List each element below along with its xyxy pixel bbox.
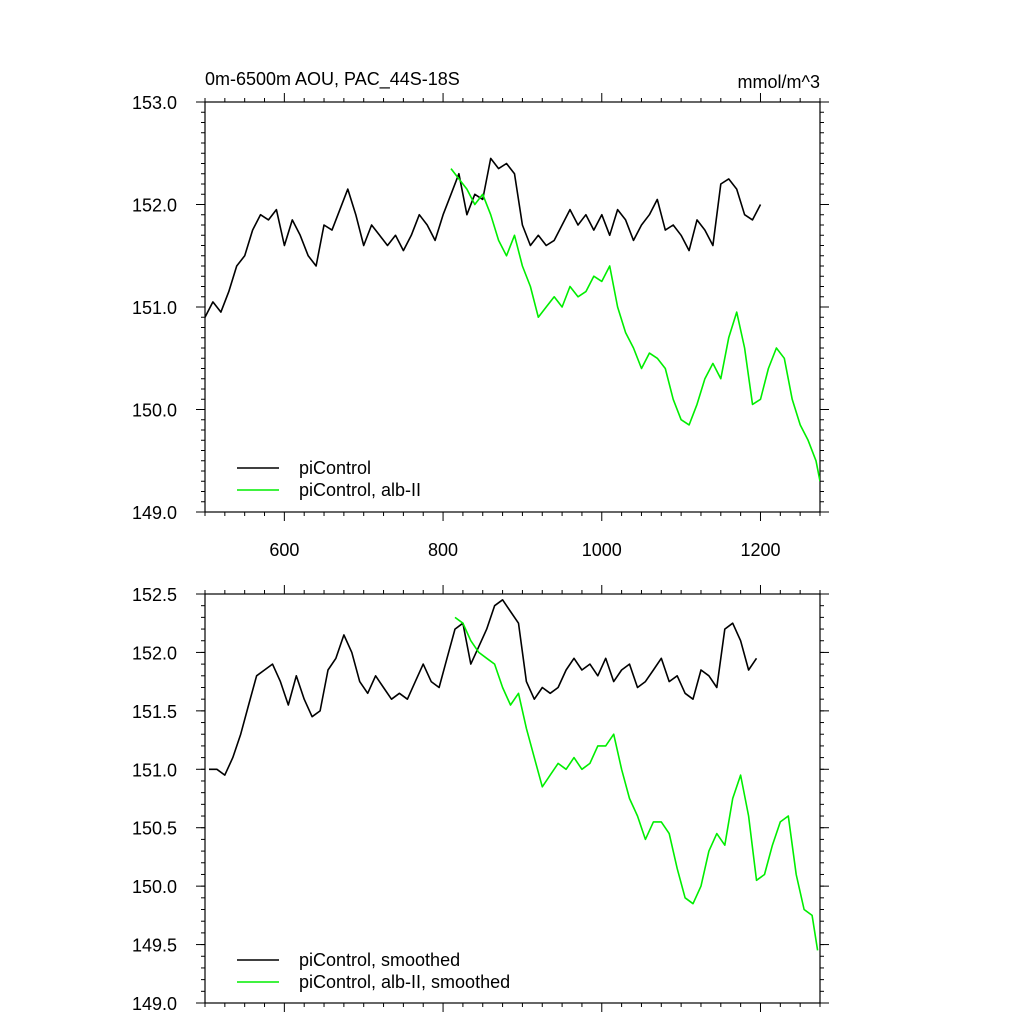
x-tick-label: 1200 <box>740 540 780 560</box>
y-tick-label: 150.0 <box>132 877 177 897</box>
series-line-0 <box>209 598 758 776</box>
x-tick-label: 800 <box>428 540 458 560</box>
y-tick-label: 151.0 <box>132 760 177 780</box>
top-panel: 149.0 150.0 151.0 152.0 153.0 600 800 1000 1200 0… <box>132 69 829 560</box>
bottom-panel: 149.0 149.5 150.0 150.5 151.0 151.5 152.0 152.5… <box>132 585 829 1014</box>
y-tick-label: 152.0 <box>132 643 177 663</box>
legend-label: piControl <box>299 458 371 478</box>
y-tick-label: 152.5 <box>132 585 177 605</box>
chart-title: 0m-6500m AOU, PAC_44S-18S <box>205 69 460 90</box>
y-tick-label: 150.0 <box>132 401 177 421</box>
y-tick-label: 152.0 <box>132 196 177 216</box>
series-line-1 <box>450 168 820 482</box>
units-label: mmol/m^3 <box>738 72 820 92</box>
plot-frame <box>204 593 821 1004</box>
y-tick-label: 149.0 <box>132 994 177 1014</box>
y-tick-label: 151.0 <box>132 298 177 318</box>
legend-label: piControl, smoothed <box>299 950 460 970</box>
y-tick-label: 149.5 <box>132 936 177 956</box>
plot-frame <box>204 101 821 513</box>
y-tick-label: 149.0 <box>132 503 177 523</box>
legend-label: piControl, alb-II <box>299 480 421 500</box>
x-tick-label: 1000 <box>582 540 622 560</box>
y-tick-label: 153.0 <box>132 93 177 113</box>
legend-label: piControl, alb-II, smoothed <box>299 972 510 992</box>
series-line-1 <box>454 616 819 951</box>
y-tick-label: 151.5 <box>132 702 177 722</box>
y-tick-label: 150.5 <box>132 819 177 839</box>
series-line-0 <box>205 157 762 318</box>
x-tick-label: 600 <box>269 540 299 560</box>
